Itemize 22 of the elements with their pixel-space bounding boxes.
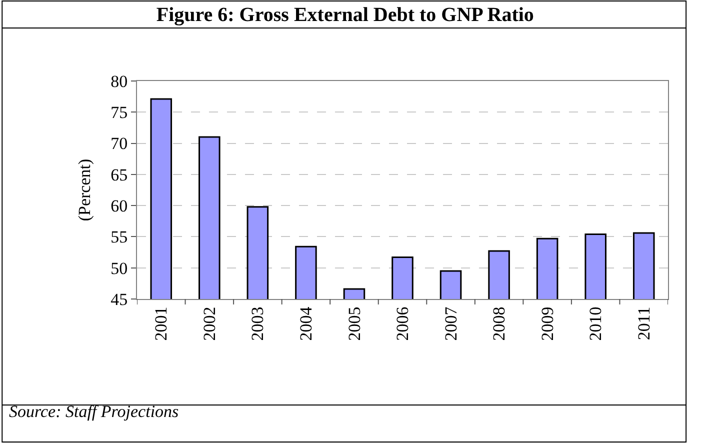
x-tick-label: 2005	[344, 306, 364, 341]
y-tick-label: 55	[110, 228, 128, 247]
x-tick-label: 2004	[296, 306, 316, 341]
x-tick-label: 2008	[490, 306, 509, 341]
x-tick-label: 2003	[248, 306, 268, 341]
y-tick-label: 70	[110, 134, 128, 154]
x-tick-label: 2002	[200, 306, 219, 341]
x-tick-label: 2010	[586, 306, 606, 341]
x-tick-label: 2011	[634, 306, 654, 340]
y-tick-label: 75	[110, 103, 128, 122]
y-axis-title: (Percent)	[75, 158, 94, 222]
y-tick-label: 45	[110, 290, 128, 309]
y-tick-label: 60	[110, 196, 128, 216]
y-tick-label: 50	[110, 258, 128, 278]
x-tick-label: 2009	[538, 306, 557, 341]
x-tick-label: 2006	[393, 306, 412, 341]
x-tick-label: 2007	[441, 306, 460, 341]
y-tick-label: 65	[110, 165, 128, 184]
chart-title: Figure 6: Gross External Debt to GNP Ratio	[156, 4, 534, 26]
x-tick-label: 2001	[152, 306, 171, 341]
y-tick-label: 80	[110, 72, 128, 91]
source-note: Source: Staff Projections	[9, 402, 180, 421]
